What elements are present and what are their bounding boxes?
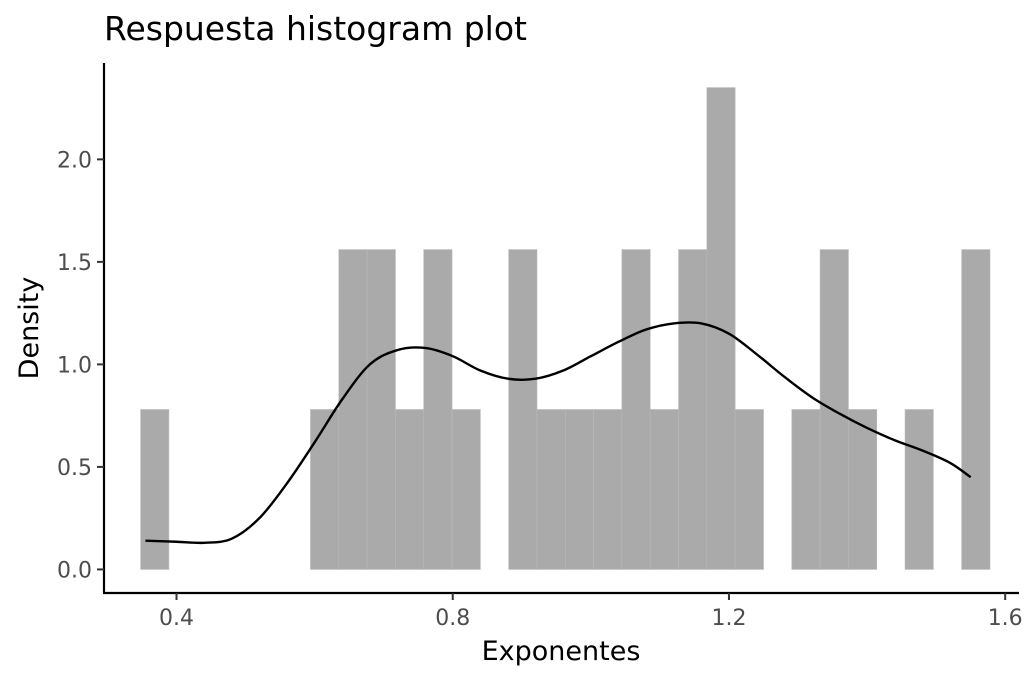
histogram-bar-18 (649, 409, 679, 570)
density-curve (145, 321, 972, 545)
histogram-bar-29 (961, 249, 991, 570)
histogram-bar-27 (904, 409, 934, 570)
y-axis-title: Density (14, 277, 45, 380)
histogram-bar-0 (140, 409, 170, 570)
histogram-bar-11 (451, 409, 481, 570)
y-tick-label: 1.5 (57, 251, 92, 276)
chart-title: Respuesta histogram plot (104, 9, 527, 48)
x-axis-ticks: 0.4 0.8 1.2 1.6 (159, 593, 1023, 631)
histogram-bars (140, 87, 991, 570)
histogram-bar-21 (734, 409, 764, 570)
histogram-bar-8 (366, 249, 396, 570)
histogram-bar-14 (536, 409, 566, 570)
histogram-bar-13 (508, 249, 538, 570)
histogram-bar-9 (395, 409, 425, 570)
histogram-bar-10 (423, 249, 453, 570)
histogram-bar-7 (338, 249, 368, 570)
y-axis-ticks: 0.0 0.5 1.0 1.5 2.0 (57, 148, 104, 583)
x-tick-label: 0.8 (435, 606, 470, 631)
x-tick-label: 1.6 (988, 606, 1023, 631)
histogram-bar-23 (791, 409, 821, 570)
y-tick-label: 0.5 (57, 456, 92, 481)
histogram-bar-19 (678, 249, 708, 570)
x-axis-title: Exponentes (482, 636, 641, 667)
histogram-bar-25 (848, 409, 878, 570)
histogram-bar-17 (621, 249, 651, 570)
histogram-bar-16 (593, 409, 623, 570)
y-tick-label: 0.0 (57, 558, 92, 583)
histogram-bar-15 (564, 409, 594, 570)
histogram-bar-6 (310, 409, 340, 570)
y-tick-label: 2.0 (57, 148, 92, 173)
x-tick-label: 0.4 (159, 606, 194, 631)
x-tick-label: 1.2 (711, 606, 746, 631)
y-tick-label: 1.0 (57, 353, 92, 378)
